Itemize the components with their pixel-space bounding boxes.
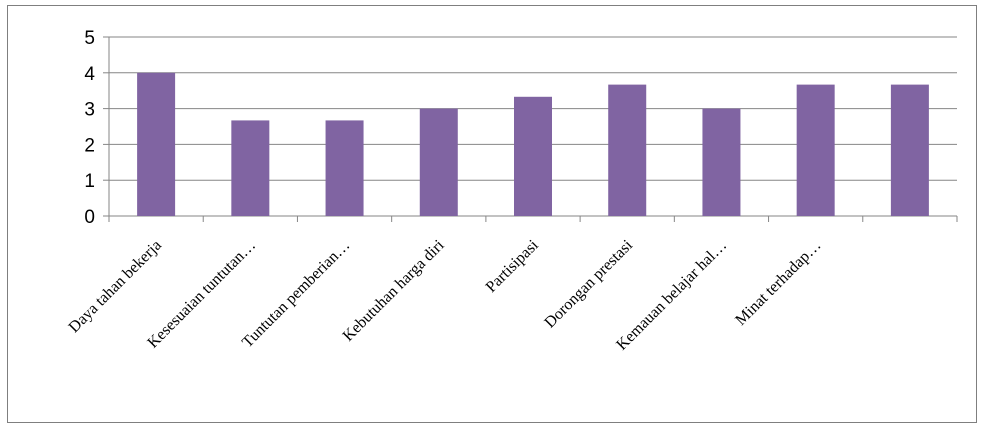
x-tick-label-5: Partisipasi bbox=[483, 236, 543, 296]
bar-9 bbox=[890, 84, 929, 216]
bar-6 bbox=[608, 84, 647, 216]
x-tick-label-7: Kemauan belajar hal… bbox=[613, 237, 730, 354]
y-tick-label-1: 1 bbox=[84, 171, 95, 192]
y-tick-label-0: 0 bbox=[84, 207, 95, 228]
bar-2 bbox=[231, 120, 270, 216]
bar-8 bbox=[796, 84, 835, 216]
y-tick-label-4: 4 bbox=[84, 64, 95, 85]
y-tick-label-2: 2 bbox=[84, 135, 95, 156]
x-tick-label-6: Dorongan prestasi bbox=[541, 236, 636, 331]
x-tick-label-3: Tuntutan pemberian… bbox=[239, 237, 353, 351]
bar-5 bbox=[514, 96, 552, 216]
bar-1 bbox=[137, 72, 176, 216]
bar-3 bbox=[325, 120, 364, 216]
x-tick-label-8: Minat terhadap… bbox=[732, 237, 824, 329]
bar-7 bbox=[702, 108, 741, 216]
x-tick-label-2: Kesesuaian tuntutan… bbox=[144, 237, 259, 352]
y-tick-label-5: 5 bbox=[84, 28, 95, 49]
x-tick-label-4: Kebutuhan harga diri bbox=[340, 236, 448, 344]
bar-4 bbox=[419, 108, 458, 216]
x-tick-label-1: Daya tahan bekerja bbox=[66, 237, 165, 336]
y-tick-label-3: 3 bbox=[84, 100, 95, 121]
